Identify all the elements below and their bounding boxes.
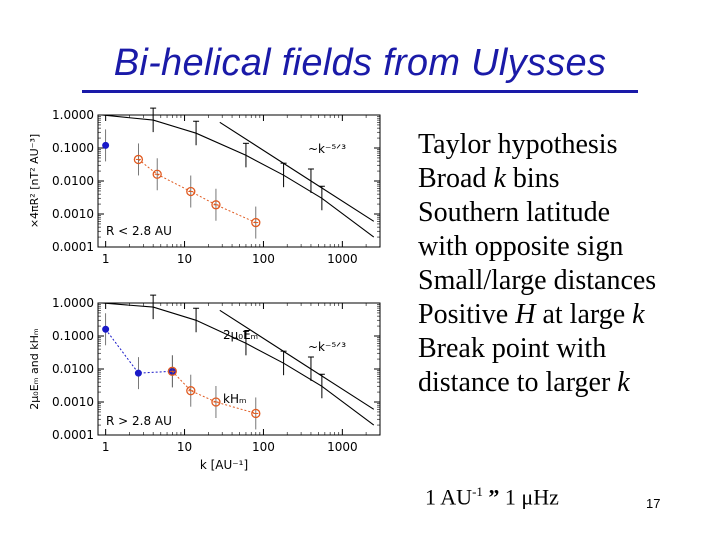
y-axis-label: 2μ₀Eₘ and kHₘ	[28, 328, 41, 410]
chart-bottom-panel: 1.0000 0.1000 0.0100 0.0010 0.0001 1 10 100 1000…	[28, 294, 381, 472]
bullet-item: Broad k bins	[418, 163, 560, 194]
x-tick-label: 1000	[327, 252, 358, 266]
y-tick-label: 1.0000	[52, 108, 94, 122]
x-axis-label: k [AU⁻¹]	[200, 458, 248, 472]
data-point-open	[251, 408, 261, 419]
data-point-open	[186, 386, 196, 396]
chart-top-panel: 1.0000 0.1000 0.0100 0.0010 0.0001 1 10 100 1000…	[28, 107, 381, 266]
title-underline	[82, 90, 638, 93]
data-point-filled	[102, 325, 110, 333]
y-tick-label: 0.0010	[52, 395, 94, 409]
chart-annotation: ~k⁻⁵ᐟ³	[308, 340, 346, 354]
data-point-open	[133, 154, 144, 165]
y-tick-label: 0.0010	[52, 207, 94, 221]
y-tick-label: 1.0000	[52, 296, 94, 310]
data-connector	[105, 329, 173, 374]
data-point-open	[211, 200, 221, 210]
bullet-item: Southern latitude with opposite sign	[418, 197, 624, 262]
chart-annotation: ~k⁻⁵ᐟ³	[308, 142, 346, 156]
x-tick-label: 10	[177, 252, 192, 266]
data-point-filled	[134, 369, 142, 377]
data-point-open	[186, 186, 196, 197]
model-curve	[219, 121, 375, 222]
bullet-item: Small/large distances	[418, 265, 657, 296]
chart-annotation: kHₘ	[223, 392, 246, 406]
bullet-item: Break point with distance to larger k	[418, 333, 630, 398]
x-tick-label: 1	[102, 252, 110, 266]
y-axis-label: ×4πR² [nT² AU⁻³]	[28, 134, 41, 228]
x-tick-label: 1	[102, 440, 110, 454]
slide-title: Bi-helical fields from Ulysses	[113, 42, 607, 84]
unit-conversion-note: 1 AU-1 ” 1 μHz	[425, 484, 559, 510]
x-tick-label: 10	[177, 440, 192, 454]
x-tick-label: 100	[252, 252, 275, 266]
data-point-open	[251, 217, 261, 228]
y-tick-label: 0.1000	[52, 329, 94, 343]
chart-annotation: R < 2.8 AU	[106, 224, 172, 238]
y-tick-label: 0.0100	[52, 174, 94, 188]
y-tick-label: 0.0100	[52, 362, 94, 376]
data-point-filled	[102, 141, 110, 149]
data-connector	[138, 159, 257, 224]
chart-annotation: R > 2.8 AU	[106, 414, 172, 428]
bullet-item: Positive H at large k	[418, 299, 645, 330]
data-connector	[171, 370, 256, 414]
data-point-open	[167, 366, 177, 376]
y-tick-label: 0.0001	[52, 428, 94, 442]
x-tick-label: 1000	[327, 440, 358, 454]
bullet-item: Taylor hypothesis	[418, 129, 618, 160]
data-point-open	[211, 397, 221, 407]
chart-annotation: 2μ₀Eₘ	[223, 328, 258, 342]
bullet-list: Taylor hypothesis Broad k bins Southern …	[418, 128, 713, 400]
x-tick-label: 100	[252, 440, 275, 454]
y-tick-label: 0.1000	[52, 141, 94, 155]
data-point-open	[152, 169, 162, 179]
y-tick-label: 0.0001	[52, 240, 94, 254]
page-number: 17	[646, 496, 661, 511]
